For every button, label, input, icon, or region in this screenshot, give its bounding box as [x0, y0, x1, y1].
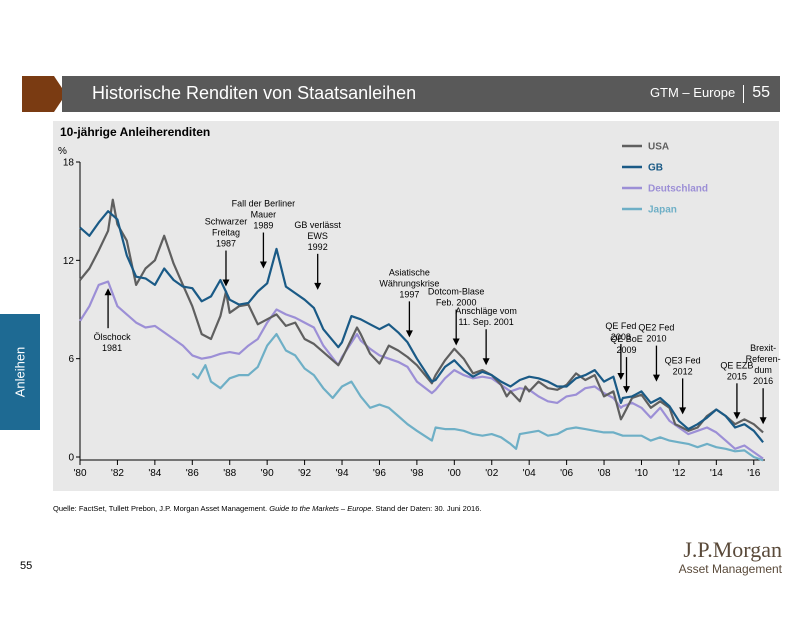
header-accent-arrow — [22, 76, 66, 112]
annotation-label: Schwarzer — [205, 217, 248, 227]
annotation-arrowhead — [452, 338, 460, 346]
annotation-label: 1997 — [399, 289, 419, 299]
legend-label-gb: GB — [648, 163, 663, 174]
annotation-label: Dotcom-Blase — [428, 287, 485, 297]
x-tick-label: '88 — [223, 468, 236, 479]
logo-subtitle: Asset Management — [678, 562, 782, 576]
legend: USA GB Deutschland Japan — [622, 142, 708, 216]
annotation-label: QE BoE — [610, 334, 643, 344]
axes: 0 6 12 18% '80 '82 '84 '86 '88 '90 '92 '94 '96 '98 '00… — [58, 146, 765, 479]
annotation-label: 2010 — [646, 334, 666, 344]
annotation-arrowhead — [259, 261, 267, 269]
series-line-japan — [191, 333, 764, 462]
annotation-label: QE Fed — [605, 321, 636, 331]
page-title: Historische Renditen von Staatsanleihen — [92, 83, 417, 103]
annotation-label: 1981 — [102, 343, 122, 353]
x-tick-label: '16 — [747, 468, 760, 479]
annotation-arrowhead — [759, 417, 767, 425]
x-tick-label: '12 — [672, 468, 685, 479]
legend-label-deutschland: Deutschland — [648, 184, 708, 195]
legend-label-usa: USA — [648, 142, 669, 153]
annotation-label: 1987 — [216, 239, 236, 249]
x-tick-label: '84 — [148, 468, 161, 479]
annotation-label: 2012 — [673, 366, 693, 376]
x-tick-label: '96 — [373, 468, 386, 479]
x-tick-label: '86 — [186, 468, 199, 479]
annotation-label: 1992 — [308, 242, 328, 252]
x-tick-label: '06 — [560, 468, 573, 479]
annotation-label: Währungskrise — [379, 278, 439, 288]
annotation-label: QE2 Fed — [638, 323, 674, 333]
header-right: GTM – Europe 55 — [650, 84, 770, 103]
annotation-label: Freitag — [212, 228, 240, 238]
annotation-label: 2015 — [727, 371, 747, 381]
annotation-label: 2008 — [611, 332, 631, 342]
source-suffix: . Stand der Daten: 30. Juni 2016. — [371, 504, 482, 513]
x-tick-label: '00 — [448, 468, 461, 479]
series-line-deutschland — [79, 280, 764, 460]
annotation-label: QE3 Fed — [665, 355, 701, 365]
annotation-arrowhead — [405, 330, 413, 338]
annotation-label: Mauer — [251, 210, 277, 220]
x-tick-label: '80 — [73, 468, 86, 479]
series-lines — [79, 198, 764, 462]
source-prefix: Quelle: FactSet, Tullett Prebon, J.P. Mo… — [53, 504, 270, 513]
x-tick-label: '04 — [523, 468, 536, 479]
x-tick-label: '14 — [710, 468, 723, 479]
guide-tag: GTM – Europe — [649, 85, 736, 100]
y-tick-label: 18 — [63, 158, 75, 169]
x-tick-label: '10 — [635, 468, 648, 479]
annotation-label: EWS — [307, 231, 328, 241]
annotation-label: Fall der Berliner — [232, 199, 296, 209]
annotation-label: dum — [754, 365, 772, 375]
jpmorgan-logo: J.P.Morgan Asset Management — [660, 537, 782, 577]
logo-wordmark: J.P.Morgan — [683, 537, 782, 562]
annotation-arrowhead — [623, 386, 631, 394]
x-tick-label: '08 — [598, 468, 611, 479]
section-tab[interactable]: Anleihen — [0, 314, 40, 430]
annotation-arrowhead — [222, 279, 230, 287]
annotation-label: 2016 — [753, 376, 773, 386]
header-separator — [743, 84, 745, 103]
chart-title: 10-jährige Anleiherenditen — [60, 125, 211, 139]
annotation-label: Brexit- — [750, 343, 776, 353]
source-guide-title: Guide to the Markets – Europe — [269, 504, 372, 513]
annotation-label: Asiatische — [389, 267, 430, 277]
annotation-label: Anschläge vom — [455, 306, 517, 316]
annotation-arrowhead — [314, 282, 322, 290]
annotation-label: GB verlässt — [294, 220, 341, 230]
page-number: 55 — [20, 560, 33, 572]
annotation-label: 1989 — [253, 221, 273, 231]
x-tick-label: '98 — [410, 468, 423, 479]
annotation-arrowhead — [104, 288, 112, 296]
x-tick-label: '02 — [485, 468, 498, 479]
header-bar: Historische Renditen von Staatsanleihen … — [62, 76, 780, 112]
annotation-arrowhead — [652, 374, 660, 382]
header-page-number: 55 — [752, 84, 770, 101]
y-tick-label: 6 — [68, 354, 74, 365]
annotation-label: QE EZB — [720, 360, 753, 370]
x-tick-label: '92 — [298, 468, 311, 479]
x-tick-label: '82 — [111, 468, 124, 479]
annotation-arrowhead — [482, 358, 490, 366]
annotation-arrowhead — [733, 412, 741, 420]
annotation-label: 11. Sep. 2001 — [458, 317, 513, 327]
x-tick-label: '94 — [335, 468, 348, 479]
x-tick-label: '90 — [261, 468, 274, 479]
legend-label-japan: Japan — [648, 205, 677, 216]
annotation-arrowhead — [679, 407, 687, 415]
annotation-label: Referen- — [746, 354, 781, 364]
series-line-gb — [79, 210, 764, 443]
annotation-arrowhead — [617, 372, 625, 380]
y-axis-label: % — [58, 146, 67, 157]
y-tick-label: 0 — [68, 453, 74, 464]
series-line-usa — [79, 198, 764, 434]
annotation-label: Feb. 2000 — [436, 298, 477, 308]
annotation-label: 2009 — [616, 345, 636, 355]
source-note: Quelle: FactSet, Tullett Prebon, J.P. Mo… — [53, 504, 481, 513]
annotation-label: Ölschock — [94, 332, 132, 342]
y-tick-label: 12 — [63, 256, 75, 267]
